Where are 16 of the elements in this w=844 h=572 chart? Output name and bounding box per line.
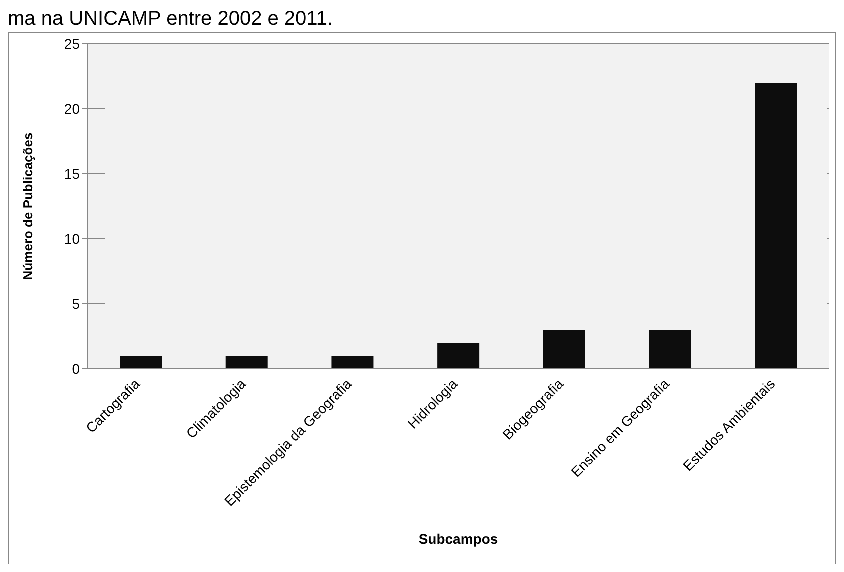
bar [438,343,480,369]
y-tick-label: 0 [72,360,80,377]
bar [332,356,374,369]
y-tick-label: 20 [64,100,80,117]
y-tick-label: 10 [64,230,80,247]
y-tick-label: 25 [64,36,80,52]
bar [649,330,692,369]
chart-title: ma na UNICAMP entre 2002 e 2011. [8,8,333,30]
y-tick-label: 5 [72,296,80,312]
y-tick-label: 15 [64,166,80,182]
bar [120,356,162,369]
x-axis-title: Subcampos [418,531,498,547]
y-axis-title: Número de Publicações [20,132,36,280]
bar [755,83,798,369]
bar [226,356,268,369]
bar [543,330,586,369]
